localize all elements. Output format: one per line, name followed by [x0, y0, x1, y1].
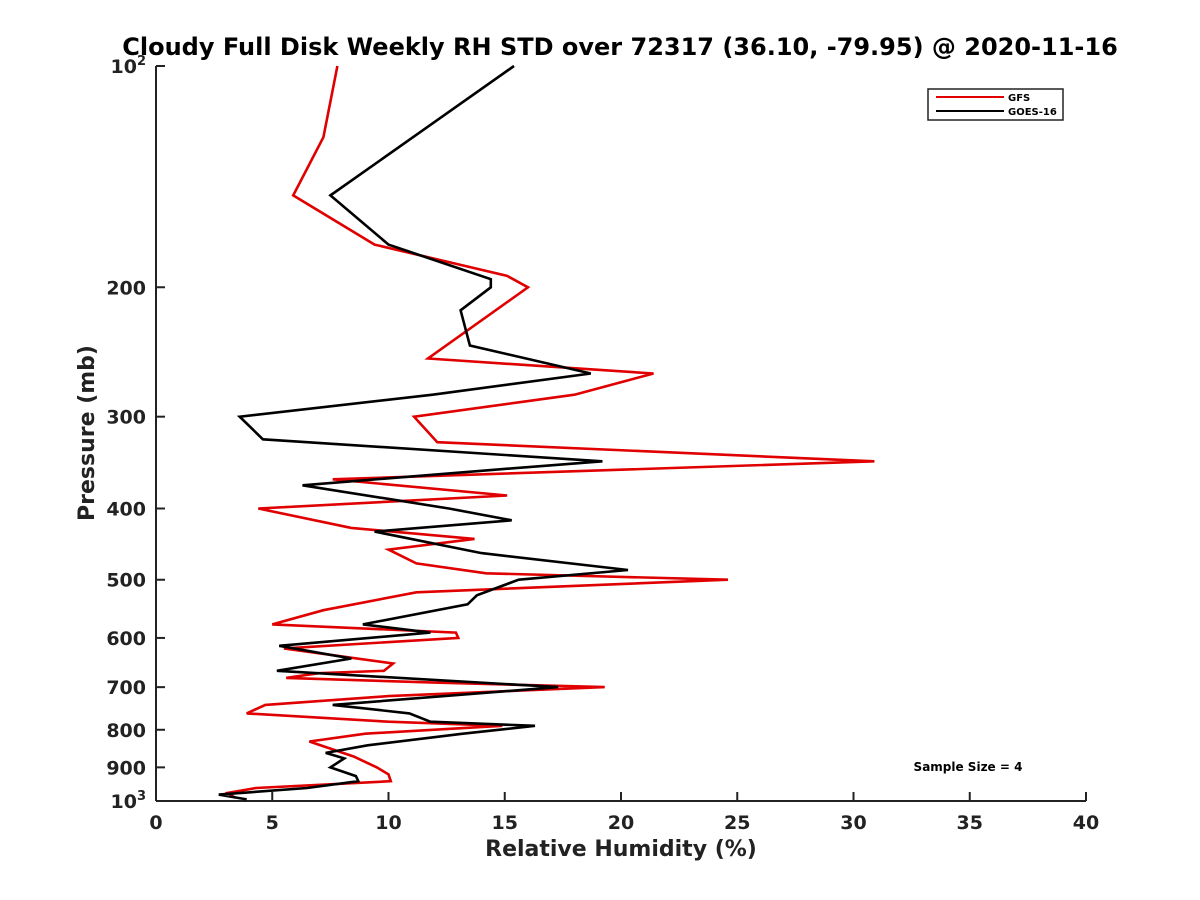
- y-tick-label: 500: [106, 570, 146, 592]
- y-tick-label: 800: [106, 720, 146, 742]
- y-axis-ticks: 102 200 300 400 500 600 700 800 900 103: [106, 54, 165, 813]
- y-tick-label: 300: [106, 407, 146, 429]
- plot-area: 0 5 10 15 20 25 30 35 40 102 200 300 400 500 600 700 80…: [106, 54, 1099, 834]
- y-tick-label: 700: [106, 677, 146, 699]
- x-tick-label: 15: [492, 812, 518, 834]
- y-tick-label: 400: [106, 499, 146, 521]
- x-tick-label: 10: [375, 812, 401, 834]
- y-tick-label: 102: [111, 54, 147, 78]
- legend-label-gfs: GFS: [1008, 93, 1030, 104]
- series-lines: [218, 64, 875, 801]
- legend-label-goes-16: GOES-16: [1008, 107, 1057, 118]
- y-tick-label: 103: [111, 789, 147, 813]
- x-tick-label: 20: [608, 812, 634, 834]
- series-line-goes-16: [218, 64, 629, 801]
- x-axis-ticks: 0 5 10 15 20 25 30 35 40: [149, 792, 1099, 834]
- x-tick-label: 40: [1073, 812, 1099, 834]
- x-axis-label: Relative Humidity (%): [485, 837, 757, 862]
- x-tick-label: 25: [724, 812, 750, 834]
- y-tick-label: 900: [106, 757, 146, 779]
- x-tick-label: 35: [957, 812, 983, 834]
- y-axis-label: Pressure (mb): [75, 345, 100, 521]
- x-tick-label: 0: [149, 812, 162, 834]
- legend-box: [927, 88, 1064, 121]
- series-line-gfs: [224, 65, 875, 799]
- y-tick-label: 600: [106, 628, 146, 650]
- x-tick-label: 30: [840, 812, 866, 834]
- x-tick-label: 5: [266, 812, 279, 834]
- legend: GFS GOES-16: [927, 88, 1064, 121]
- chart-title: Cloudy Full Disk Weekly RH STD over 7231…: [122, 33, 1118, 61]
- y-tick-label: 200: [106, 277, 146, 299]
- sample-size-annotation: Sample Size = 4: [914, 760, 1023, 774]
